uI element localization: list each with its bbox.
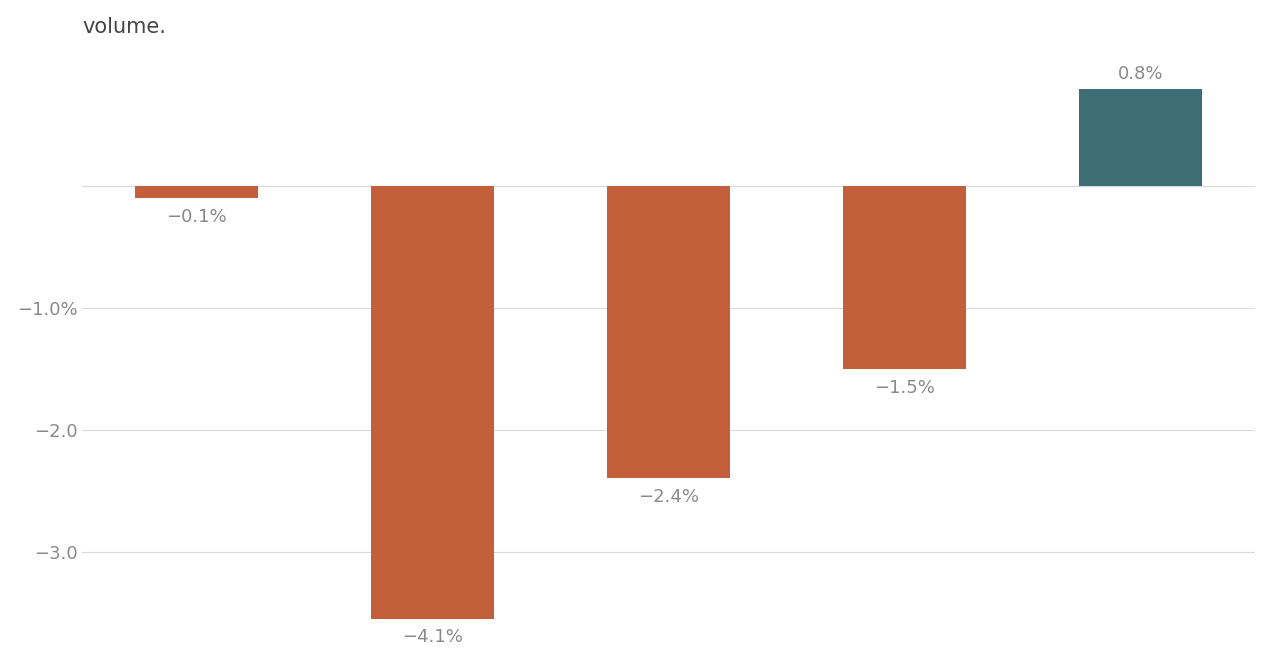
Bar <box>1080 89 1202 186</box>
Text: −1.5%: −1.5% <box>874 379 935 397</box>
Bar <box>136 186 258 199</box>
Text: 0.8%: 0.8% <box>1118 65 1164 83</box>
Bar <box>608 186 730 479</box>
Bar <box>843 186 965 369</box>
Text: volume.: volume. <box>83 17 167 36</box>
Text: −0.1%: −0.1% <box>167 208 228 226</box>
Text: −4.1%: −4.1% <box>402 628 463 646</box>
Bar <box>371 186 494 662</box>
Text: −2.4%: −2.4% <box>639 488 700 506</box>
